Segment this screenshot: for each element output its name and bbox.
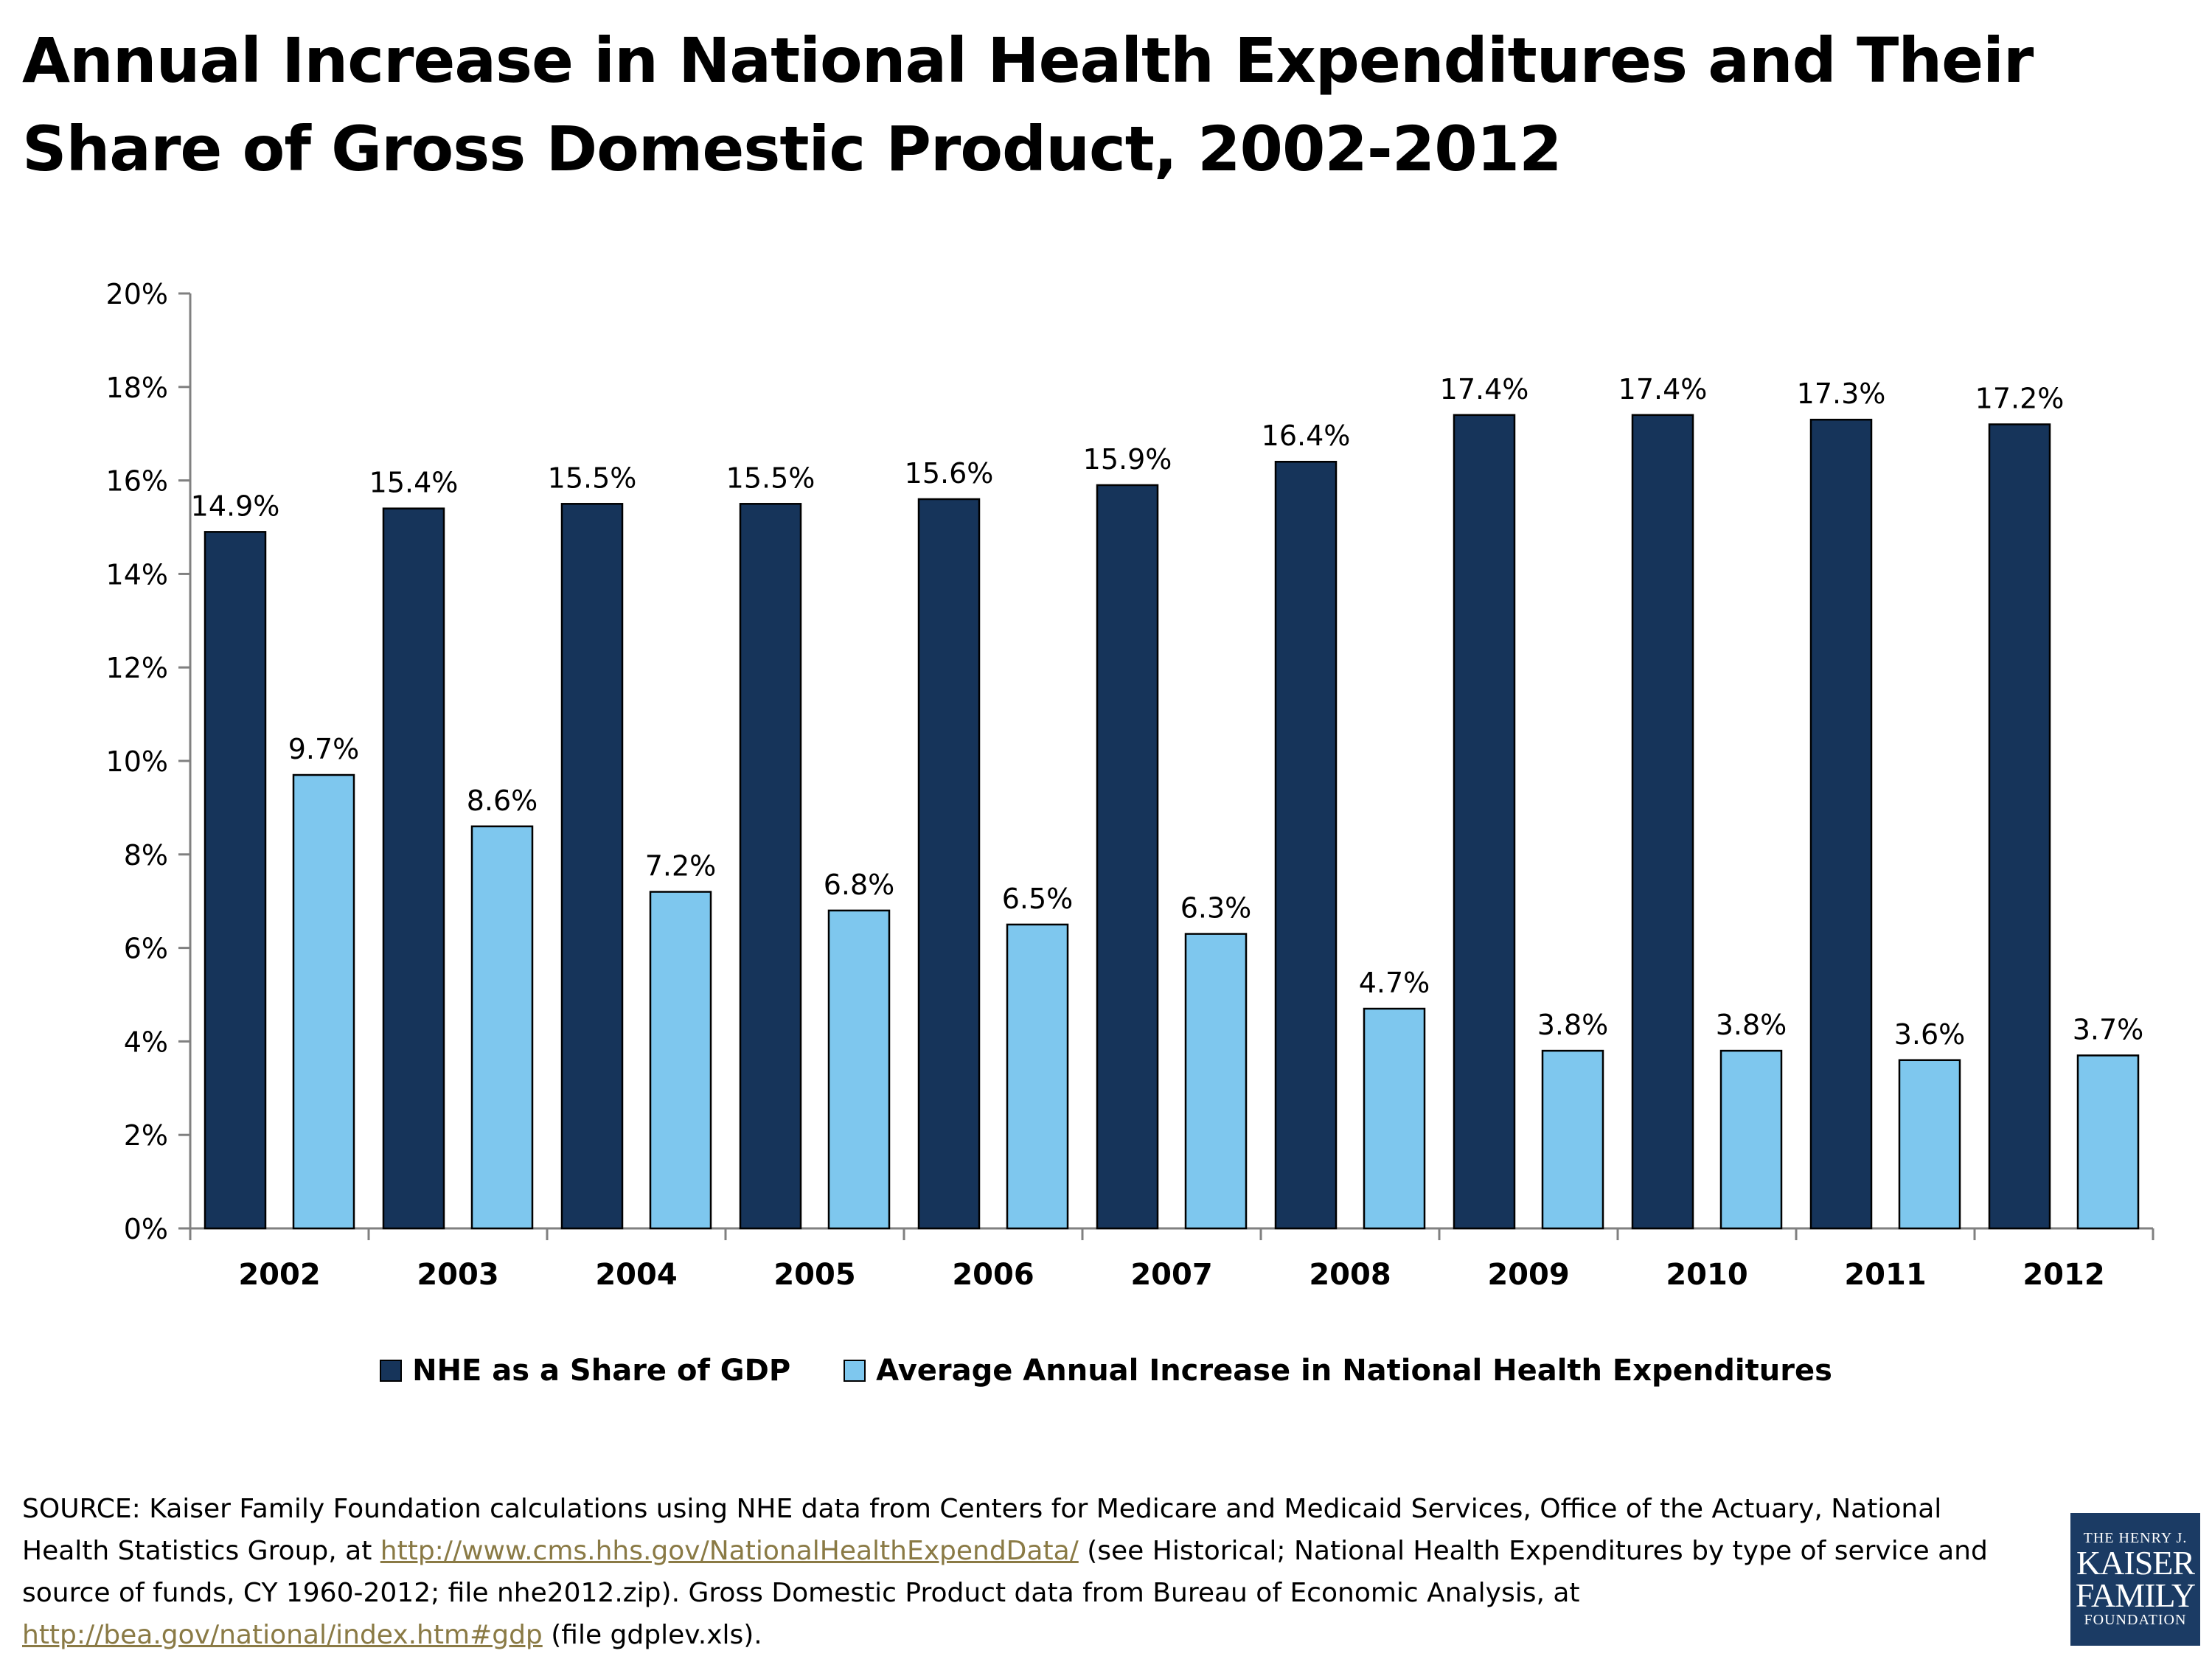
x-tick-label-2009: 2009 xyxy=(1487,1258,1569,1292)
bar-avg-increase-2011 xyxy=(1898,1059,1961,1230)
y-tick-label: 8% xyxy=(124,839,168,872)
data-label-nhe-share-2003: 15.4% xyxy=(369,467,459,499)
logo-line-3: FOUNDATION xyxy=(2084,1612,2187,1628)
bar-avg-increase-2005 xyxy=(827,909,891,1230)
logo-line-1: THE HENRY J. xyxy=(2083,1530,2188,1546)
bar-avg-increase-2010 xyxy=(1719,1049,1783,1230)
data-label-avg-increase-2005: 6.8% xyxy=(824,869,895,901)
source-text-3: (file gdplev.xls). xyxy=(542,1620,762,1650)
x-tick-label-2006: 2006 xyxy=(952,1258,1034,1292)
x-tick-label-2005: 2005 xyxy=(773,1258,855,1292)
legend: NHE as a Share of GDP Average Annual Inc… xyxy=(0,1345,2212,1397)
data-label-nhe-share-2006: 15.6% xyxy=(905,457,994,490)
data-label-nhe-share-2005: 15.5% xyxy=(726,462,815,494)
data-label-nhe-share-2002: 14.9% xyxy=(191,490,280,522)
bar-avg-increase-2002 xyxy=(292,773,355,1230)
data-label-nhe-share-2008: 16.4% xyxy=(1262,420,1351,452)
y-tick-label: 16% xyxy=(106,465,168,498)
bar-avg-increase-2012 xyxy=(2076,1054,2140,1230)
y-tick-label: 0% xyxy=(124,1213,168,1245)
bar-nhe-share-2008 xyxy=(1274,460,1338,1230)
data-label-avg-increase-2008: 4.7% xyxy=(1359,967,1430,999)
data-label-avg-increase-2002: 9.7% xyxy=(288,733,360,765)
data-label-nhe-share-2004: 15.5% xyxy=(548,462,637,494)
legend-label-avg-increase: Average Annual Increase in National Heal… xyxy=(876,1354,1832,1388)
y-tick-label: 2% xyxy=(124,1119,168,1152)
bar-avg-increase-2006 xyxy=(1006,923,1069,1230)
bar-chart: 0% 2% 4% 6% 8% 10% 12% 14% 16% 18% 20% 14.9% 9.7% 200… xyxy=(106,278,2154,1292)
bar-avg-increase-2004 xyxy=(649,891,712,1230)
data-label-nhe-share-2009: 17.4% xyxy=(1440,373,1529,406)
y-tick-label: 4% xyxy=(124,1026,168,1058)
legend-swatch-avg-increase xyxy=(844,1360,866,1382)
bar-nhe-share-2012 xyxy=(1988,423,2051,1230)
legend-item-avg-increase: Average Annual Increase in National Heal… xyxy=(844,1354,1832,1388)
bar-avg-increase-2008 xyxy=(1363,1007,1426,1230)
data-label-avg-increase-2007: 6.3% xyxy=(1180,892,1252,925)
logo-line-2a: KAISER xyxy=(2076,1544,2195,1582)
bar-nhe-share-2005 xyxy=(739,503,802,1230)
bar-nhe-share-2006 xyxy=(917,498,981,1230)
x-tick-label-2011: 2011 xyxy=(1844,1258,1926,1292)
source-text-2: (see Historical; National Health Expendi… xyxy=(22,1536,1988,1608)
chart-title: Annual Increase in National Health Expen… xyxy=(22,24,2034,185)
data-label-avg-increase-2003: 8.6% xyxy=(467,785,538,817)
y-tick-label: 18% xyxy=(106,372,168,404)
data-label-avg-increase-2010: 3.8% xyxy=(1716,1009,1787,1041)
y-tick-label: 14% xyxy=(106,558,168,591)
legend-item-nhe-share: NHE as a Share of GDP xyxy=(380,1354,790,1388)
data-label-nhe-share-2007: 15.9% xyxy=(1083,443,1172,476)
data-label-avg-increase-2011: 3.6% xyxy=(1894,1018,1966,1051)
x-tick-label-2004: 2004 xyxy=(595,1258,677,1292)
data-label-avg-increase-2004: 7.2% xyxy=(645,850,717,883)
bar-nhe-share-2011 xyxy=(1809,418,1873,1230)
legend-swatch-nhe-share xyxy=(380,1360,403,1382)
x-tick-label-2010: 2010 xyxy=(1666,1258,1747,1292)
data-label-avg-increase-2006: 6.5% xyxy=(1002,883,1074,915)
y-tick-label: 10% xyxy=(106,745,168,778)
bar-avg-increase-2009 xyxy=(1541,1049,1604,1230)
x-tick-label-2007: 2007 xyxy=(1130,1258,1212,1292)
bar-nhe-share-2007 xyxy=(1096,484,1159,1230)
source-link-cms[interactable]: http://www.cms.hhs.gov/NationalHealthExp… xyxy=(380,1536,1079,1566)
bar-nhe-share-2009 xyxy=(1453,414,1516,1230)
bar-avg-increase-2007 xyxy=(1184,933,1248,1230)
bar-nhe-share-2003 xyxy=(382,507,445,1230)
data-label-nhe-share-2011: 17.3% xyxy=(1797,378,1886,410)
source-link-bea[interactable]: http://bea.gov/national/index.htm#gdp xyxy=(22,1620,543,1650)
source-note: SOURCE: Kaiser Family Foundation calcula… xyxy=(22,1488,2028,1656)
x-tick-label-2002: 2002 xyxy=(238,1258,320,1292)
x-tick-label-2003: 2003 xyxy=(417,1258,498,1292)
data-label-avg-increase-2012: 3.7% xyxy=(2073,1013,2144,1046)
y-tick-label: 6% xyxy=(124,933,168,965)
bar-avg-increase-2003 xyxy=(470,825,534,1230)
y-tick-label: 12% xyxy=(106,652,168,684)
source-text-1: SOURCE: Kaiser Family Foundation calcula… xyxy=(22,1494,1942,1566)
legend-label-nhe-share: NHE as a Share of GDP xyxy=(412,1354,791,1388)
data-label-nhe-share-2010: 17.4% xyxy=(1618,373,1708,406)
kaiser-family-foundation-logo: THE HENRY J. KAISER FAMILY FOUNDATION xyxy=(2070,1513,2200,1646)
y-tick-label: 20% xyxy=(106,278,168,310)
x-tick-label-2012: 2012 xyxy=(2023,1258,2104,1292)
data-label-nhe-share-2012: 17.2% xyxy=(1975,383,2065,415)
x-tick-label-2008: 2008 xyxy=(1309,1258,1391,1292)
logo-line-2b: FAMILY xyxy=(2075,1576,2196,1614)
bar-nhe-share-2010 xyxy=(1631,414,1694,1230)
bar-nhe-share-2004 xyxy=(560,503,624,1230)
data-label-avg-increase-2009: 3.8% xyxy=(1537,1009,1609,1041)
bar-nhe-share-2002 xyxy=(204,531,267,1230)
